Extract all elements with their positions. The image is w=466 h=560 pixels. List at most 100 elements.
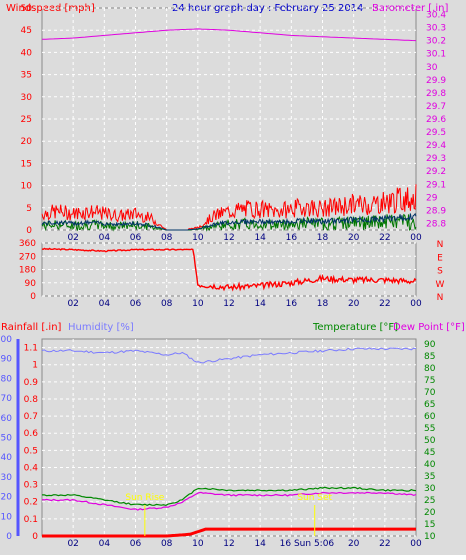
direction-y-tick-label: 180 [19, 266, 36, 276]
rainfall-y-tick-label: 0.3 [24, 481, 38, 491]
rainfall-y-tick-label: 0.7 [24, 412, 38, 422]
wind-y-tick-label: 0 [26, 226, 32, 236]
direction-y-tick-label: 270 [19, 252, 36, 262]
temperature-y-tick-label: 30 [424, 484, 436, 494]
time-tick-label: 10 [192, 299, 204, 309]
temperature-series-line [41, 486, 417, 507]
humidity-y-tick-label: 80 [1, 374, 13, 384]
barometer-y-tick-label: 30.1 [426, 50, 446, 60]
temperature-y-tick-label: 40 [424, 460, 436, 470]
direction-y-tick-label: 90 [25, 279, 37, 289]
time-tick-label: 14 [254, 299, 266, 309]
rainfall-y-tick-label: 0.1 [24, 515, 38, 525]
time-tick-label: 20 [348, 539, 360, 549]
temperature-y-tick-label: 80 [424, 364, 436, 374]
time-tick-label: 06 [130, 299, 142, 309]
temperature-y-tick-label: 35 [424, 472, 435, 482]
barometer-y-tick-label: 29.7 [426, 102, 446, 112]
sunrise-label: Sun Rise [125, 493, 164, 503]
temperature-y-tick-label: 20 [424, 508, 436, 518]
humidity-series-line [41, 347, 417, 364]
temperature-y-tick-label: 50 [424, 436, 436, 446]
wind-y-tick-label: 15 [21, 159, 32, 169]
humidity-axis-title: Humidity [%] [68, 322, 134, 333]
rainfall-y-tick-label: 0.6 [24, 429, 39, 439]
time-tick-label: 14 [254, 233, 266, 243]
temperature-y-tick-label: 15 [424, 520, 435, 530]
rainfall-y-tick-label: 1 [32, 361, 38, 371]
time-tick-label: 06 [130, 539, 142, 549]
humidity-y-tick-label: 70 [1, 394, 13, 404]
temperature-y-tick-label: 75 [424, 376, 435, 386]
wind-gust-dark-series-line [41, 212, 417, 231]
time-tick-label: 22 [379, 539, 390, 549]
rainfall-y-tick-label: 0.8 [24, 395, 39, 405]
time-tick-label: 08 [161, 233, 173, 243]
sunset-label: Sun Set [297, 493, 332, 503]
wind-y-tick-label: 45 [21, 26, 32, 36]
compass-label: S [437, 267, 443, 277]
temperature-y-tick-label: 60 [424, 412, 436, 422]
compass-label: W [436, 280, 445, 290]
humidity-y-tick-label: 20 [1, 493, 13, 503]
time-tick-label: 18 [317, 299, 329, 309]
barometer-y-tick-label: 29.9 [426, 76, 446, 86]
compass-label: E [437, 253, 443, 263]
temperature-y-tick-label: 70 [424, 388, 436, 398]
time-tick-label: 04 [99, 233, 111, 243]
temperature-y-tick-label: 55 [424, 424, 435, 434]
time-tick-label: 16 [286, 299, 298, 309]
barometer-y-tick-label: 29.8 [426, 89, 446, 99]
direction-y-tick-label: 360 [19, 239, 36, 249]
time-tick-label: 14 [254, 539, 266, 549]
time-tick-label: 22 [379, 233, 390, 243]
wind-y-tick-label: 30 [21, 93, 33, 103]
direction-y-tick-label: 0 [30, 292, 36, 302]
time-tick-label: 20 [348, 233, 360, 243]
barometer-y-tick-label: 29.4 [426, 141, 446, 151]
rainfall-y-tick-label: 0.9 [24, 378, 39, 388]
barometer-series-line [41, 28, 417, 42]
dewpoint-series-line [41, 491, 417, 511]
time-tick-label: 12 [223, 299, 234, 309]
wind-y-tick-label: 50 [21, 4, 33, 14]
time-tick-label: 08 [161, 299, 173, 309]
barometer-y-tick-label: 30.4 [426, 11, 446, 21]
barometer-y-tick-label: 30.3 [426, 24, 446, 34]
temperature-y-tick-label: 25 [424, 496, 435, 506]
time-tick-label: 00 [410, 233, 422, 243]
barometer-y-tick-label: 30.2 [426, 37, 446, 47]
temperature-y-tick-label: 45 [424, 448, 435, 458]
wind-y-tick-label: 25 [21, 115, 32, 125]
barometer-y-tick-label: 29.1 [426, 180, 446, 190]
rainfall-y-tick-label: 0 [32, 532, 38, 542]
barometer-y-tick-label: 28.9 [426, 206, 446, 216]
time-tick-label: 10 [192, 233, 204, 243]
barometer-y-tick-label: 29.3 [426, 154, 446, 164]
humidity-y-tick-label: 100 [0, 335, 12, 345]
time-tick-label: 04 [99, 299, 111, 309]
wind-average-series-line [41, 213, 417, 232]
temperature-y-tick-label: 65 [424, 400, 435, 410]
temperature-y-tick-label: 85 [424, 352, 435, 362]
rainfall-y-tick-label: 1.1 [24, 344, 38, 354]
dewpoint-axis-title: Dew Point [°F] [393, 322, 465, 333]
humidity-y-tick-label: 0 [6, 532, 12, 542]
humidity-y-tick-label: 50 [1, 434, 13, 444]
compass-label: N [437, 293, 444, 303]
wind-y-tick-label: 20 [21, 137, 33, 147]
time-tick-label: 02 [67, 539, 78, 549]
time-tick-label: 22 [379, 299, 390, 309]
windspeed-series-line [41, 184, 417, 231]
time-tick-label: 16 Sun 5:06 [280, 539, 335, 549]
rainfall-series-line [42, 527, 416, 538]
barometer-y-tick-label: 29 [426, 193, 438, 203]
rainfall-y-tick-label: 0.2 [24, 498, 38, 508]
humidity-y-tick-label: 90 [1, 355, 13, 365]
time-tick-label: 10 [192, 539, 204, 549]
humidity-y-tick-label: 40 [1, 453, 13, 463]
barometer-y-tick-label: 29.5 [426, 128, 446, 138]
wind-direction-series-line [41, 247, 417, 292]
time-tick-label: 20 [348, 299, 360, 309]
